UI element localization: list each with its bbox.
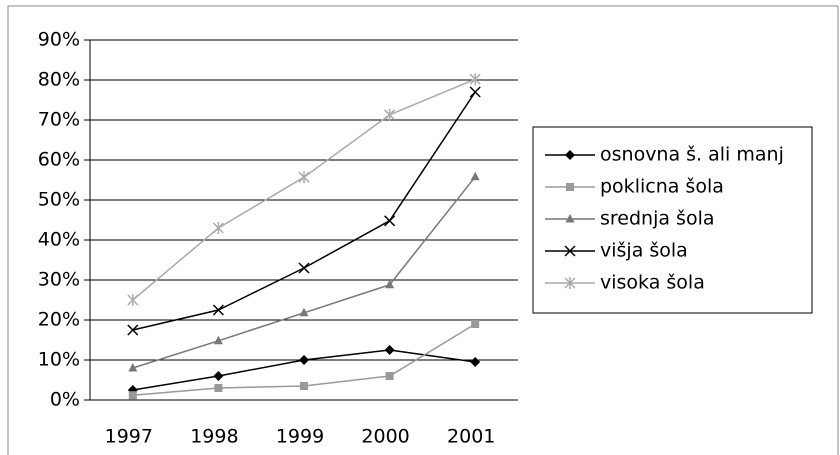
y-tick-label: 60% [38, 149, 80, 171]
marker [213, 335, 223, 345]
marker [469, 73, 481, 86]
chart-frame [7, 5, 839, 455]
marker [566, 183, 574, 191]
series-line [132, 176, 476, 369]
legend-label: srednja šola [600, 208, 715, 230]
marker [212, 222, 224, 234]
marker [127, 294, 139, 306]
legend-box [532, 126, 813, 314]
marker [565, 214, 575, 223]
series-line [132, 78, 476, 301]
marker [128, 363, 138, 372]
marker [385, 372, 394, 380]
legend-label: osnovna š. ali manj [600, 144, 784, 166]
y-tick-label: 90% [38, 29, 80, 51]
y-tick-label: 50% [38, 189, 80, 211]
marker [299, 355, 309, 365]
marker [127, 324, 139, 336]
marker [299, 307, 309, 317]
marker [384, 108, 396, 121]
series-line [132, 91, 476, 331]
x-tick-label: 2000 [361, 426, 409, 448]
y-tick-label: 80% [38, 69, 80, 91]
y-tick-label: 40% [38, 229, 80, 251]
marker [470, 357, 481, 367]
legend-label: višja šola [600, 240, 688, 262]
x-tick-label: 1999 [276, 426, 324, 448]
marker [300, 382, 308, 390]
y-tick-label: 30% [38, 269, 80, 291]
marker [298, 262, 310, 274]
marker [564, 245, 576, 257]
marker [565, 150, 575, 160]
marker [384, 215, 396, 227]
y-tick-label: 0% [50, 389, 80, 411]
legend-label: visoka šola [600, 272, 705, 294]
marker [385, 279, 395, 289]
marker [212, 304, 224, 316]
marker [470, 171, 480, 181]
marker [214, 384, 223, 392]
x-tick-label: 1998 [190, 426, 238, 448]
y-tick-label: 20% [38, 309, 80, 331]
marker [471, 320, 480, 328]
marker [298, 171, 310, 184]
marker [469, 86, 481, 98]
marker [564, 277, 576, 289]
y-tick-label: 70% [38, 109, 80, 131]
x-tick-label: 1997 [105, 426, 153, 448]
marker [213, 371, 224, 381]
y-tick-label: 10% [38, 349, 80, 371]
marker [384, 345, 395, 355]
x-tick-label: 2001 [447, 426, 495, 448]
legend-label: poklicna šola [600, 176, 724, 198]
marker [128, 391, 137, 400]
